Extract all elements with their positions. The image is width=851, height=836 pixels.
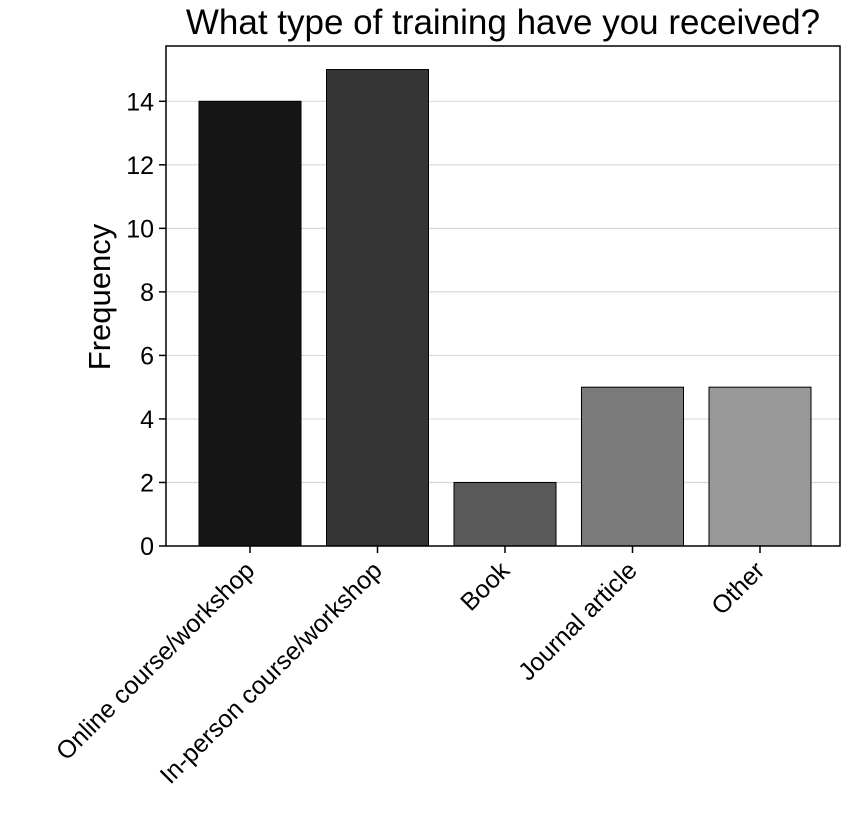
y-tick-label: 6 <box>140 342 154 370</box>
y-tick-label: 0 <box>140 533 154 561</box>
x-tick-label: Other <box>706 556 770 620</box>
chart-title: What type of training have you received? <box>186 3 820 42</box>
y-tick-label: 12 <box>126 152 154 180</box>
y-axis-label: Frequency <box>82 223 117 370</box>
y-tick-label: 2 <box>140 469 154 497</box>
bar <box>581 386 684 547</box>
bars <box>198 69 812 547</box>
bar <box>198 100 302 547</box>
bar <box>326 69 429 547</box>
bar <box>708 386 812 547</box>
y-tick-label: 14 <box>126 88 154 116</box>
y-tick-label: 8 <box>140 279 154 307</box>
x-tick-label: In-person course/workshop <box>155 556 388 789</box>
y-axis-ticks: 0 2 4 6 8 10 12 14 <box>126 88 166 561</box>
x-tick-label: Journal article <box>513 556 643 686</box>
y-tick-label: 4 <box>140 406 154 434</box>
plot-frame <box>165 45 841 547</box>
x-tick-label: Book <box>455 556 515 616</box>
y-tick-label: 10 <box>126 215 154 243</box>
bar <box>453 481 557 547</box>
